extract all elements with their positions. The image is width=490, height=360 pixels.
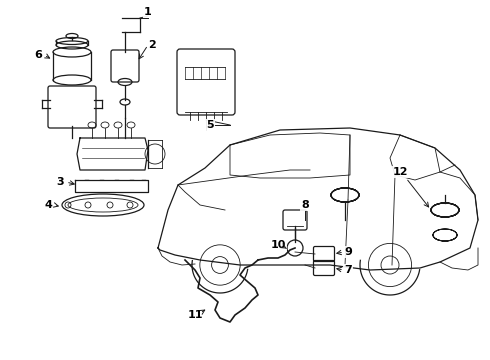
Text: 11: 11 [187, 310, 203, 320]
Text: 5: 5 [206, 120, 214, 130]
Text: 3: 3 [56, 177, 64, 187]
Text: 10: 10 [270, 240, 286, 250]
Text: 12: 12 [392, 167, 408, 177]
Text: 4: 4 [44, 200, 52, 210]
Text: 8: 8 [301, 200, 309, 210]
Text: 1: 1 [144, 7, 152, 17]
Text: 9: 9 [344, 247, 352, 257]
Text: 2: 2 [148, 40, 156, 50]
Text: 6: 6 [34, 50, 42, 60]
Text: 7: 7 [344, 265, 352, 275]
